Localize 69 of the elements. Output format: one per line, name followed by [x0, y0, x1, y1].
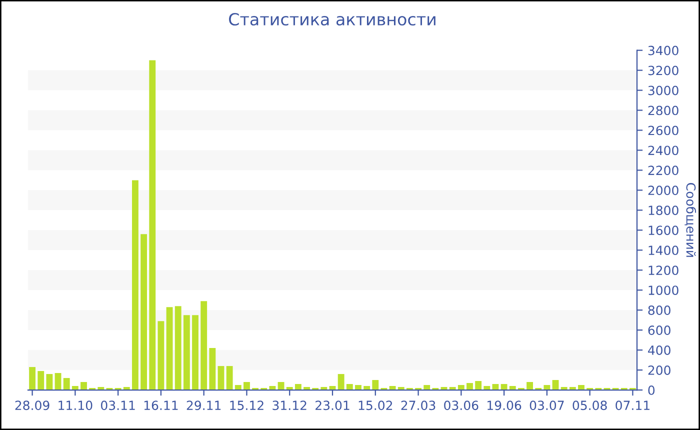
bar [140, 234, 148, 390]
y-axis-title: Сообщений [684, 183, 696, 257]
x-tick-label: 16.11 [144, 400, 178, 410]
bar [234, 385, 242, 390]
bar [475, 381, 482, 390]
y-tick-label: 3000 [648, 86, 678, 96]
bar [80, 382, 87, 390]
bar [46, 374, 53, 390]
bar [458, 385, 464, 390]
bar [355, 385, 362, 390]
x-tick-label: 28.09 [15, 400, 50, 410]
bar [424, 385, 430, 390]
y-tick-label: 1400 [648, 246, 678, 256]
x-tick-label: 29.11 [186, 400, 221, 410]
y-tick-label: 1200 [648, 266, 678, 276]
bar [278, 382, 284, 390]
y-tick-label: 2800 [648, 106, 678, 116]
x-tick-label: 15.12 [230, 400, 264, 410]
bar [54, 373, 62, 390]
y-tick-label: 1000 [648, 286, 678, 296]
bar [346, 384, 353, 390]
bar [63, 378, 70, 390]
x-tick-label: 03.06 [444, 400, 478, 410]
bar [372, 380, 379, 390]
bar [218, 366, 224, 390]
x-tick-label: 27.03 [401, 400, 436, 410]
y-tick-label: 2200 [648, 166, 678, 176]
x-tick-label: 07.11 [616, 400, 650, 410]
bar [526, 382, 533, 390]
y-tick-label: 0 [648, 385, 655, 395]
bar [466, 383, 473, 390]
bar [200, 301, 208, 390]
bar [149, 60, 156, 390]
y-tick-label: 1800 [648, 206, 678, 216]
y-tick-label: 800 [648, 306, 670, 316]
bar [578, 385, 584, 390]
bar [174, 306, 182, 390]
y-tick-label: 2000 [648, 186, 678, 196]
x-tick-label: 05.08 [572, 400, 607, 410]
bar [544, 385, 550, 390]
x-tick-label: 03.11 [100, 400, 135, 410]
bar [338, 374, 344, 390]
x-tick-label: 31.12 [272, 400, 306, 410]
x-tick-label: 11.10 [58, 400, 92, 410]
bar [166, 307, 173, 390]
bar [209, 348, 216, 390]
y-tick-label: 2600 [648, 126, 678, 136]
y-tick-label: 200 [648, 366, 670, 375]
bar [244, 382, 250, 390]
x-tick-label: 23.01 [316, 400, 350, 410]
bar [29, 367, 36, 390]
bar [500, 384, 508, 390]
y-tick-label: 400 [648, 346, 670, 355]
bar [226, 366, 233, 390]
bar [192, 315, 198, 390]
x-tick-label: 15.02 [358, 400, 392, 410]
chart-title: Статистика активности [229, 12, 436, 26]
bar [38, 371, 44, 390]
bar [132, 180, 138, 390]
bar [158, 321, 164, 390]
x-tick-label: 19.06 [488, 400, 522, 410]
y-tick-label: 3200 [648, 66, 678, 76]
x-tick-label: 03.07 [530, 400, 564, 410]
y-tick-label: 2400 [648, 146, 678, 156]
bar [294, 384, 302, 390]
y-tick-label: 600 [648, 326, 670, 335]
bar [183, 315, 190, 390]
y-tick-label: 1600 [648, 226, 678, 236]
y-tick-label: 3400 [648, 46, 678, 56]
